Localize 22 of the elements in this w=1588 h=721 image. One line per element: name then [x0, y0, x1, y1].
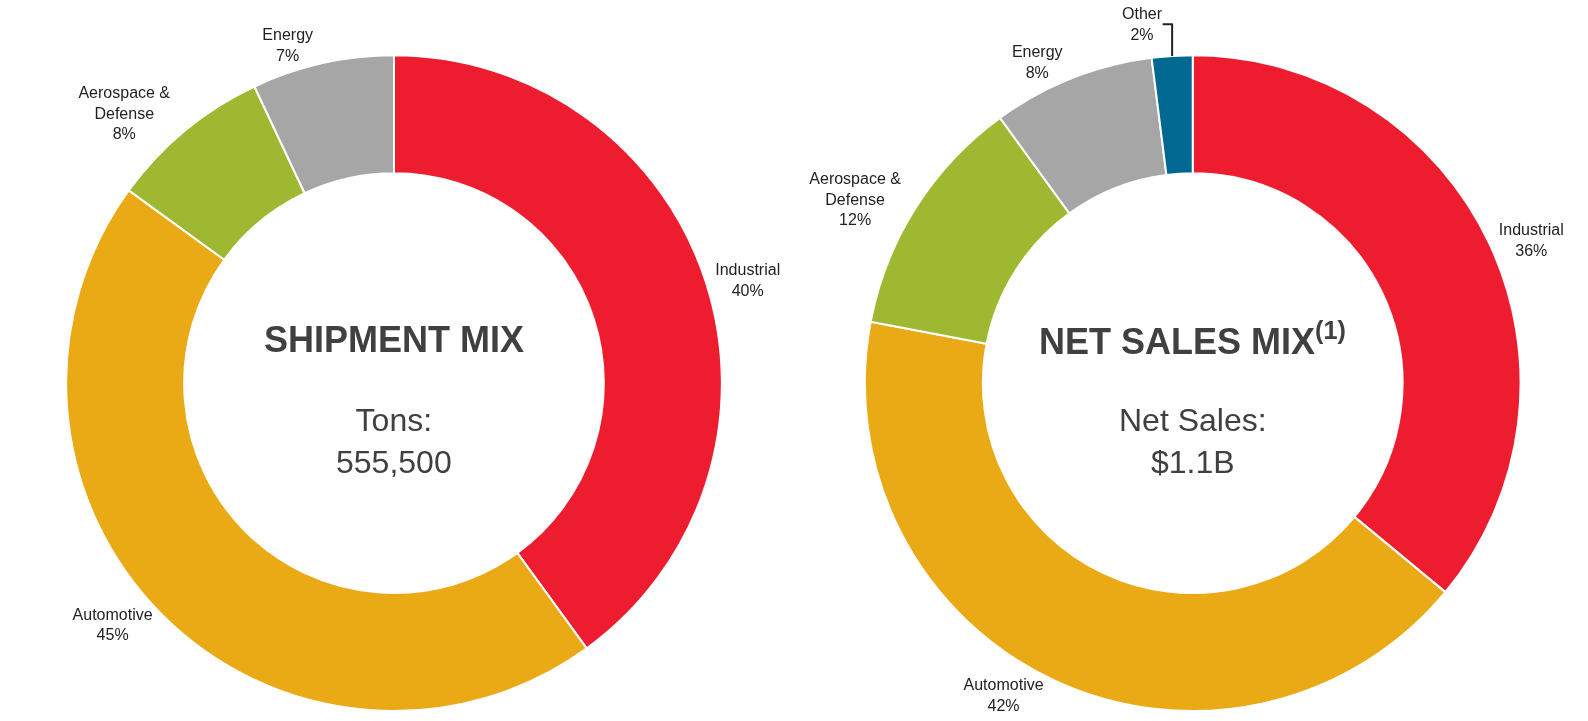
text: NET SALES MIX$^{(1)}$: [1039, 316, 1346, 363]
text: Net Sales: $1.1B: [1119, 402, 1267, 480]
data-label: 40%: [731, 281, 764, 299]
data-label: 7%: [276, 47, 300, 65]
slice-label: Automotive: [963, 676, 1044, 694]
data-label: 12%: [839, 211, 872, 229]
text: SHIPMENT MIX: [264, 319, 525, 360]
slice-label: Energy: [1011, 43, 1063, 61]
slice-label: Automotive: [72, 605, 153, 623]
slice-label: Industrial: [1498, 221, 1564, 239]
slice-label: Industrial: [715, 261, 781, 279]
data-label: 36%: [1515, 242, 1548, 260]
data-label: 8%: [1025, 63, 1049, 81]
slice-label: Energy: [262, 26, 314, 44]
slice-label: Other: [1122, 5, 1163, 23]
data-label: 45%: [96, 626, 129, 644]
data-label: 42%: [987, 697, 1020, 715]
text: Tons: 555,500: [336, 402, 452, 480]
data-label: 2%: [1130, 26, 1154, 44]
data-label: 8%: [112, 125, 136, 143]
slice-label: Aerospace & Defense: [78, 83, 171, 122]
slice-label: Aerospace & Defense: [809, 169, 902, 208]
